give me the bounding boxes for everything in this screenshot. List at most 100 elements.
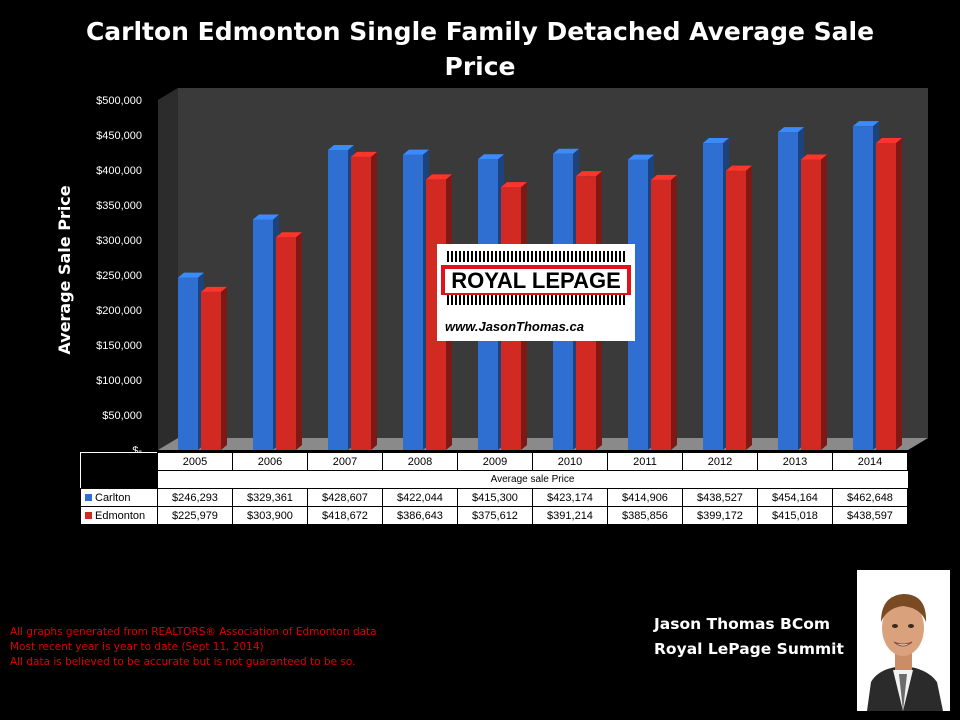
bar-edmonton-2011 — [651, 179, 671, 450]
table-row-carlton: Carlton $246,293 $329,361 $428,607 $422,… — [80, 488, 908, 507]
bar-top-carlton-2013 — [778, 127, 804, 133]
agent-portrait-illustration — [857, 570, 950, 711]
bar-carlton-2012 — [703, 143, 723, 450]
bar-top-edmonton-2006 — [276, 232, 302, 238]
bar-top-carlton-2006 — [253, 214, 279, 220]
value-cell: $399,172 — [682, 506, 758, 525]
value-cell: $329,361 — [232, 488, 308, 507]
year-cell: 2009 — [457, 452, 533, 471]
bar-top-edmonton-2008 — [426, 174, 452, 180]
bar-chart: $- $50,000 $100,000 $150,000 $200,000 $250,00… — [96, 88, 928, 455]
value-cell: $225,979 — [157, 506, 233, 525]
bar-side-edmonton-2013 — [821, 154, 827, 450]
bar-top-carlton-2005 — [178, 272, 204, 278]
bar-top-edmonton-2005 — [201, 286, 227, 292]
table-corner — [80, 452, 158, 471]
note-line: All data is believed to be accurate but … — [10, 656, 356, 668]
value-cell: $415,018 — [757, 506, 833, 525]
bar-side-edmonton-2006 — [296, 232, 302, 450]
value-cell: $375,612 — [457, 506, 533, 525]
bar-edmonton-2006 — [276, 237, 296, 450]
bar-carlton-2014 — [853, 126, 873, 451]
royal-lepage-logo: ROYAL LEPAGE www.JasonThomas.ca — [437, 244, 635, 341]
agent-photo — [857, 570, 950, 711]
bar-edmonton-2007 — [351, 156, 371, 450]
value-cell: $438,597 — [832, 506, 908, 525]
year-cell: 2006 — [232, 452, 308, 471]
bar-top-edmonton-2013 — [801, 154, 827, 160]
table-row-edmonton: Edmonton $225,979 $303,900 $418,672 $386… — [80, 506, 908, 525]
y-tick-label: $400,000 — [96, 165, 142, 177]
data-table: 2005 2006 2007 2008 2009 2010 2011 2012 … — [80, 452, 908, 525]
agent-name: Jason Thomas BCom — [654, 615, 831, 633]
bar-side-edmonton-2011 — [671, 174, 677, 450]
y-tick-label: $- — [132, 445, 142, 455]
y-tick-label: $200,000 — [96, 305, 142, 317]
bar-top-edmonton-2009 — [501, 182, 527, 188]
bar-top-edmonton-2012 — [726, 165, 752, 171]
bar-edmonton-2014 — [876, 142, 896, 450]
logo-barcode-top — [447, 251, 625, 262]
y-tick-label: $350,000 — [96, 200, 142, 212]
series-label: Edmonton — [95, 509, 146, 522]
bar-top-carlton-2012 — [703, 138, 729, 144]
series-name-carlton: Carlton — [80, 488, 158, 507]
bar-top-edmonton-2010 — [576, 171, 602, 177]
y-tick-label: $450,000 — [96, 130, 142, 142]
value-cell: $438,527 — [682, 488, 758, 507]
note-line: All graphs generated from REALTORS® Asso… — [10, 626, 377, 638]
bar-side-edmonton-2005 — [221, 286, 227, 450]
bar-top-carlton-2007 — [328, 144, 354, 150]
bar-side-edmonton-2014 — [896, 137, 902, 450]
bar-carlton-2011 — [628, 159, 648, 450]
bar-carlton-2005 — [178, 277, 198, 450]
value-cell: $385,856 — [607, 506, 683, 525]
value-cell: $428,607 — [307, 488, 383, 507]
agent-company: Royal LePage Summit — [654, 640, 844, 658]
bar-top-edmonton-2014 — [876, 137, 902, 143]
year-cell: 2011 — [607, 452, 683, 471]
bar-edmonton-2005 — [201, 291, 221, 450]
year-cell: 2010 — [532, 452, 608, 471]
bar-side-edmonton-2007 — [371, 151, 377, 450]
value-cell: $303,900 — [232, 506, 308, 525]
value-cell: $246,293 — [157, 488, 233, 507]
series-name-edmonton: Edmonton — [80, 506, 158, 525]
data-disclaimer: All graphs generated from REALTORS® Asso… — [10, 625, 377, 670]
bar-top-edmonton-2007 — [351, 151, 377, 157]
bar-top-carlton-2010 — [553, 148, 579, 154]
note-line: Most recent year is year to date (Sept 1… — [10, 641, 264, 653]
bar-side-edmonton-2012 — [746, 165, 752, 451]
table-corner — [80, 470, 158, 489]
bar-top-carlton-2014 — [853, 121, 879, 127]
bar-carlton-2007 — [328, 149, 348, 450]
value-cell: $386,643 — [382, 506, 458, 525]
year-cell: 2008 — [382, 452, 458, 471]
bar-top-carlton-2009 — [478, 154, 504, 160]
year-cell: 2012 — [682, 452, 758, 471]
value-cell: $462,648 — [832, 488, 908, 507]
value-cell: $414,906 — [607, 488, 683, 507]
y-tick-label: $300,000 — [96, 235, 142, 247]
value-cell: $423,174 — [532, 488, 608, 507]
series-label: Carlton — [95, 491, 131, 504]
bar-top-carlton-2008 — [403, 149, 429, 155]
y-tick-label: $150,000 — [96, 340, 142, 352]
y-tick-label: $500,000 — [96, 95, 142, 107]
bar-top-edmonton-2011 — [651, 174, 677, 180]
year-cell: 2007 — [307, 452, 383, 471]
value-cell: $454,164 — [757, 488, 833, 507]
bar-carlton-2006 — [253, 219, 273, 450]
value-cell: $415,300 — [457, 488, 533, 507]
bar-edmonton-2012 — [726, 170, 746, 451]
logo-url: www.JasonThomas.ca — [445, 319, 584, 334]
x-axis-label: Average sale Price — [157, 470, 908, 489]
chart-title: Carlton Edmonton Single Family Detached … — [85, 17, 875, 81]
value-cell: $391,214 — [532, 506, 608, 525]
agent-signature: Jason Thomas BCom Royal LePage Summit — [654, 612, 844, 662]
bar-top-carlton-2011 — [628, 154, 654, 160]
table-axis-title-row: Average sale Price — [80, 470, 908, 489]
legend-swatch-carlton — [85, 494, 92, 502]
table-year-row: 2005 2006 2007 2008 2009 2010 2011 2012 … — [80, 452, 908, 471]
logo-barcode-bottom — [447, 295, 625, 305]
